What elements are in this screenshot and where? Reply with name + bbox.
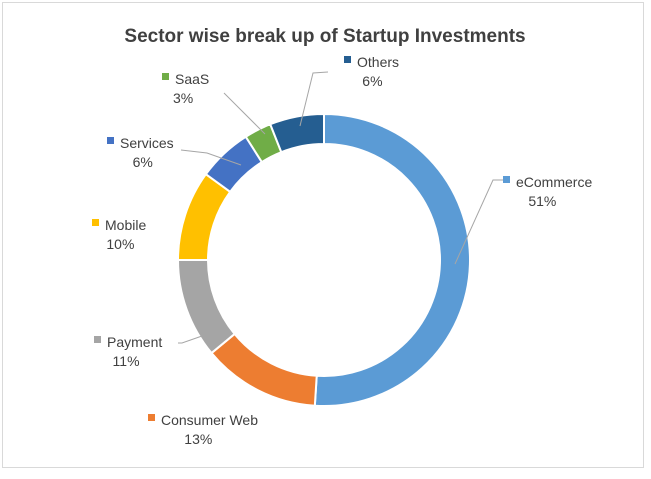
leader-line-ecommerce xyxy=(454,179,504,265)
data-label-value-payment: 11% xyxy=(113,353,140,369)
data-label-name-services: Services xyxy=(120,135,174,151)
label-marker-payment xyxy=(94,336,101,343)
slice-others xyxy=(268,112,325,154)
slices-group xyxy=(176,112,471,407)
slice-ecommerce xyxy=(313,112,471,407)
data-label-value-ecommerce: 51% xyxy=(528,193,556,209)
data-label-value-consumer-web: 13% xyxy=(184,431,212,447)
leader-line-payment xyxy=(178,335,203,344)
label-marker-saas xyxy=(162,73,169,80)
label-marker-consumer-web xyxy=(148,414,155,421)
leader-lines-group xyxy=(178,71,504,344)
leader-line-services xyxy=(180,149,242,166)
data-label-value-others: 6% xyxy=(362,73,382,89)
data-label-name-saas: SaaS xyxy=(175,71,209,87)
data-label-name-payment: Payment xyxy=(107,334,162,350)
data-label-value-services: 6% xyxy=(133,154,153,170)
data-label-name-mobile: Mobile xyxy=(105,217,146,233)
label-marker-services xyxy=(107,137,114,144)
leader-line-others xyxy=(299,71,329,127)
chart-title: Sector wise break up of Startup Investme… xyxy=(124,26,525,47)
label-marker-others xyxy=(344,56,351,63)
label-marker-mobile xyxy=(92,219,99,226)
slice-payment xyxy=(176,259,237,355)
data-label-value-saas: 3% xyxy=(173,90,193,106)
label-marker-ecommerce xyxy=(503,176,510,183)
data-label-name-others: Others xyxy=(357,54,399,70)
leader-line-saas xyxy=(223,92,266,135)
data-label-name-ecommerce: eCommerce xyxy=(516,174,592,190)
data-label-name-consumer-web: Consumer Web xyxy=(161,412,258,428)
data-labels-group: eCommerce 51% Consumer Web 13% Payment 11% Mob… xyxy=(92,54,592,447)
slice-consumer-web xyxy=(210,332,318,407)
data-label-value-mobile: 10% xyxy=(106,236,134,252)
